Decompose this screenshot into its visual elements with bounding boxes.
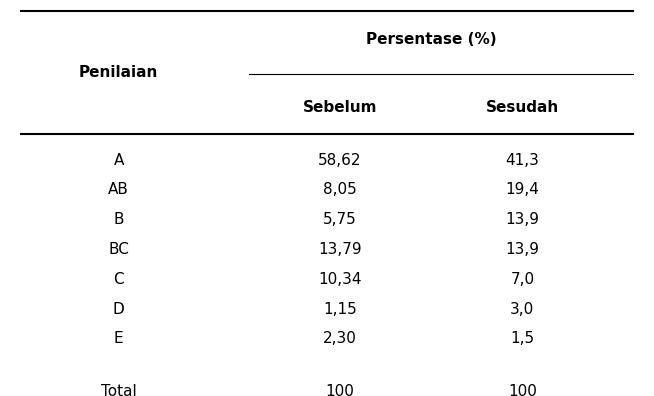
- Text: 1,15: 1,15: [323, 302, 357, 316]
- Text: AB: AB: [108, 183, 129, 198]
- Text: 5,75: 5,75: [323, 212, 357, 227]
- Text: 2,30: 2,30: [323, 331, 357, 346]
- Text: A: A: [113, 153, 124, 168]
- Text: Penilaian: Penilaian: [79, 65, 158, 80]
- Text: Persentase (%): Persentase (%): [366, 32, 496, 47]
- Text: B: B: [113, 212, 124, 227]
- Text: 13,9: 13,9: [506, 242, 540, 257]
- Text: E: E: [114, 331, 124, 346]
- Text: 19,4: 19,4: [506, 183, 540, 198]
- Text: 3,0: 3,0: [510, 302, 534, 316]
- Text: 10,34: 10,34: [318, 272, 362, 287]
- Text: 100: 100: [326, 384, 354, 396]
- Text: 58,62: 58,62: [318, 153, 362, 168]
- Text: Total: Total: [101, 384, 137, 396]
- Text: BC: BC: [108, 242, 129, 257]
- Text: C: C: [113, 272, 124, 287]
- Text: 7,0: 7,0: [510, 272, 534, 287]
- Text: 13,9: 13,9: [506, 212, 540, 227]
- Text: 13,79: 13,79: [318, 242, 362, 257]
- Text: 8,05: 8,05: [323, 183, 357, 198]
- Text: 1,5: 1,5: [510, 331, 534, 346]
- Text: 41,3: 41,3: [506, 153, 540, 168]
- Text: Sebelum: Sebelum: [303, 100, 377, 115]
- Text: Sesudah: Sesudah: [486, 100, 559, 115]
- Text: D: D: [112, 302, 124, 316]
- Text: 100: 100: [508, 384, 537, 396]
